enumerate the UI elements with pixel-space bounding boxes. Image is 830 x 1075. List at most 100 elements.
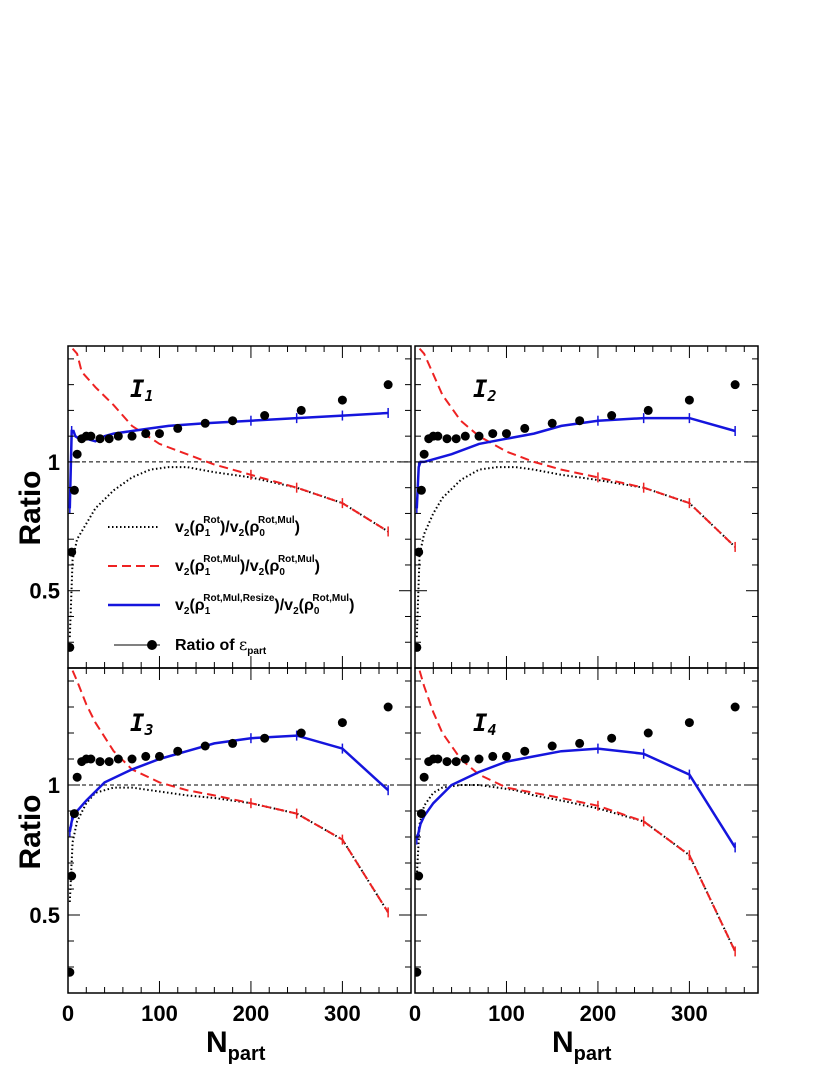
data-point [684, 718, 694, 728]
data-point [173, 423, 183, 433]
data-point [643, 728, 653, 738]
panel-label-sub: 4 [487, 721, 496, 739]
data-point [72, 449, 82, 459]
data-point [68, 967, 75, 977]
data-point [86, 754, 96, 764]
panel-frame [67, 667, 412, 994]
data-point [127, 431, 137, 441]
data-point [296, 405, 306, 415]
x-tick-label: 0 [62, 1001, 74, 1026]
data-point [415, 967, 422, 977]
data-point [547, 418, 557, 428]
x-axis-title-left: Npart [206, 1026, 266, 1065]
data-point [68, 871, 77, 881]
data-point [460, 754, 470, 764]
x-tick-label: 100 [141, 1001, 178, 1026]
series-line-dotted [415, 466, 736, 638]
data-point [415, 547, 424, 557]
panel-label: I3 [130, 709, 153, 739]
panel-3: 0.5 1 0 100 200 300 I3 [29, 667, 412, 1026]
panel-label-sub: 1 [144, 387, 153, 405]
data-point [416, 485, 426, 495]
x-axis-title-right-main: N [552, 1026, 574, 1059]
data-point [419, 449, 429, 459]
data-point [488, 751, 498, 761]
x-tick-label: 100 [488, 1001, 525, 1026]
y-tick-label: 0.5 [29, 579, 60, 604]
y-axis-title-bottom: Ratio [14, 795, 47, 870]
data-point [95, 434, 105, 444]
panel-label-sub: 3 [143, 721, 153, 739]
panel-frame [414, 667, 759, 994]
plot-area [68, 670, 411, 977]
data-point [228, 416, 238, 426]
x-axis-title-left-main: N [206, 1026, 228, 1059]
data-point [460, 431, 470, 441]
data-point [86, 431, 96, 441]
data-point [260, 733, 270, 743]
data-point [575, 416, 585, 426]
y-tick-label: 1 [48, 450, 60, 475]
data-point [141, 429, 151, 439]
data-point [474, 754, 484, 764]
data-point [607, 733, 617, 743]
panel-label-main: I [130, 709, 145, 737]
y-tick-label: 0.5 [29, 903, 60, 928]
data-point [173, 746, 183, 756]
plot-area [68, 347, 411, 652]
data-point [337, 395, 347, 405]
data-point [68, 547, 77, 557]
data-point [643, 405, 653, 415]
x-tick-label: 200 [233, 1001, 270, 1026]
data-point [383, 380, 393, 390]
data-point [104, 757, 114, 767]
data-point [433, 754, 443, 764]
panel-label: I2 [473, 375, 496, 405]
series-line-dotted [68, 466, 389, 638]
series-line-solid [415, 747, 737, 849]
data-point [296, 728, 306, 738]
data-point [488, 429, 498, 439]
data-point [419, 772, 429, 782]
panel-label-sub: 2 [486, 387, 496, 405]
data-point [154, 751, 164, 761]
data-point [228, 738, 238, 748]
y-axis-title-top: Ratio [14, 471, 47, 546]
data-point [684, 395, 694, 405]
data-point [451, 757, 461, 767]
series-line-solid [68, 411, 389, 509]
data-point [520, 746, 530, 756]
data-point [104, 434, 114, 444]
series-line-dotted [415, 784, 737, 952]
panel-label: I1 [130, 375, 153, 405]
data-point [501, 429, 511, 439]
data-point [127, 754, 137, 764]
data-point [260, 411, 270, 421]
data-point [575, 738, 585, 748]
data-point [547, 741, 557, 751]
legend-swatch-points-marker [147, 640, 157, 650]
data-point [451, 434, 461, 444]
x-axis-title-left-sub: part [228, 1043, 266, 1065]
data-point [69, 485, 79, 495]
data-point [200, 418, 210, 428]
data-point [154, 429, 164, 439]
data-point [415, 871, 424, 881]
x-tick-label: 300 [671, 1001, 708, 1026]
x-axis-title-right-sub: part [574, 1043, 612, 1065]
data-point [442, 757, 452, 767]
data-point [337, 718, 347, 728]
data-point [95, 757, 105, 767]
panel-label-main: I [130, 375, 145, 403]
data-point [730, 702, 740, 712]
data-point [141, 751, 151, 761]
data-point [730, 380, 740, 390]
panel-4: 0 100 200 300 I4 [409, 667, 759, 1026]
data-point [415, 642, 422, 652]
data-point [607, 411, 617, 421]
data-point [474, 431, 484, 441]
data-point [113, 754, 123, 764]
data-point [416, 809, 426, 819]
x-tick-label: 300 [324, 1001, 361, 1026]
